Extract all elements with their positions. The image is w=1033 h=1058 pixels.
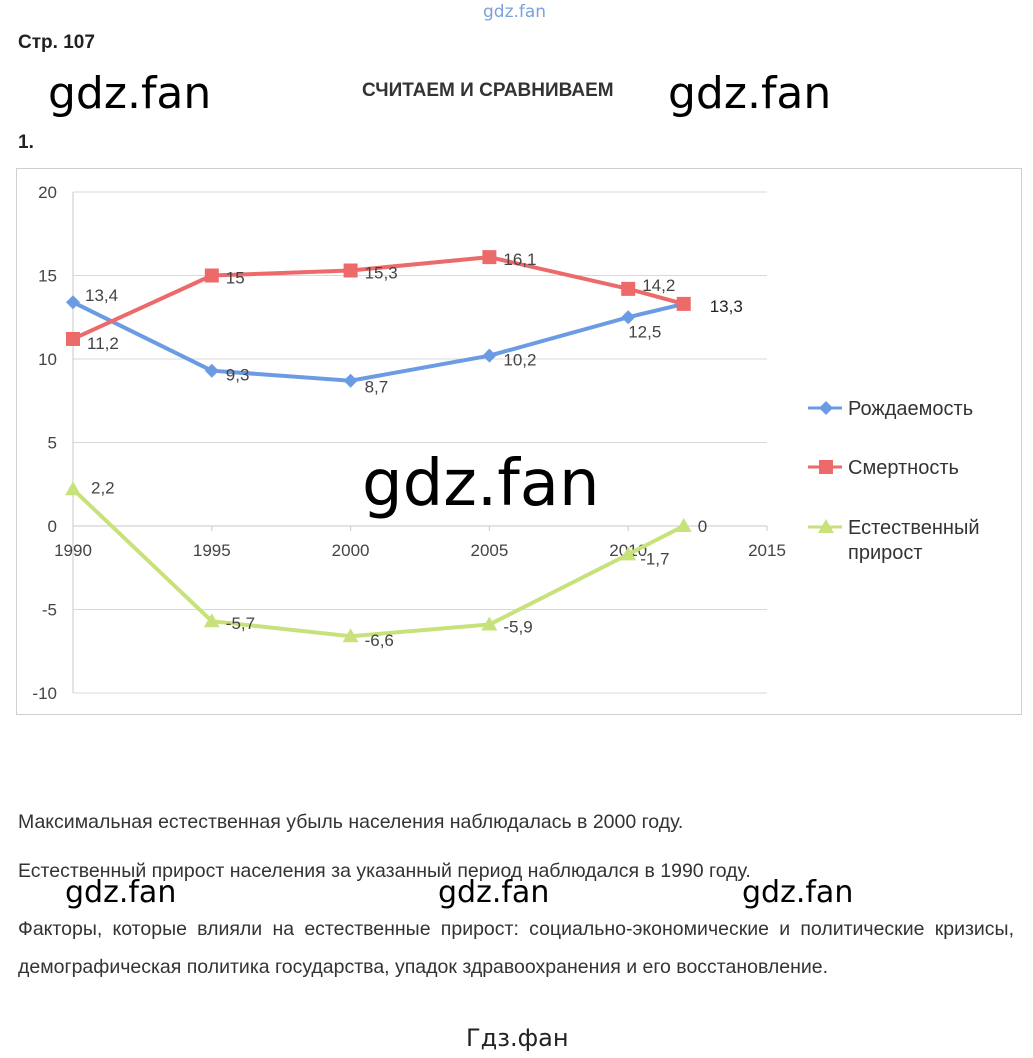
birth-rate-data-label: 9,3 bbox=[226, 366, 250, 385]
y-tick-label: 10 bbox=[38, 350, 57, 369]
task-number: 1. bbox=[18, 132, 34, 153]
y-tick-label: 15 bbox=[38, 267, 57, 286]
death-rate-point bbox=[204, 268, 219, 283]
natural-growth-point bbox=[342, 628, 359, 643]
footer-text: Гдз.фан bbox=[466, 1024, 569, 1052]
natural-growth-point bbox=[481, 616, 498, 631]
death-rate-legend-marker bbox=[819, 460, 833, 474]
x-tick-label: 2015 bbox=[748, 541, 786, 560]
death-rate-point bbox=[343, 263, 358, 278]
watermark: gdz.fan bbox=[362, 447, 600, 521]
y-tick-label: 5 bbox=[48, 434, 57, 453]
line-chart: 20151050-5-1019901995200020052010201513,… bbox=[32, 183, 980, 703]
birth-rate-data-label: 12,5 bbox=[628, 322, 661, 341]
x-tick-label: 2000 bbox=[332, 541, 370, 560]
answer-3: Факторы, которые влияли на естественные … bbox=[18, 918, 1014, 978]
y-tick-label: -10 bbox=[32, 684, 57, 703]
page-label: Стр. 107 bbox=[18, 32, 95, 53]
legend-label: Естественный bbox=[848, 517, 980, 539]
death-rate-data-label: 15,3 bbox=[365, 263, 398, 282]
birth-rate-data-label: 13,4 bbox=[85, 286, 118, 305]
birth-rate-data-label: 8,7 bbox=[365, 378, 389, 397]
legend-label: Рождаемость bbox=[848, 398, 973, 420]
death-rate-data-label: 11,2 bbox=[87, 334, 119, 353]
death-rate-data-label: 13,3 bbox=[710, 297, 743, 316]
birth-rate-point bbox=[343, 373, 358, 388]
natural-growth-point bbox=[620, 546, 637, 561]
natural-growth-data-label: -1,7 bbox=[640, 549, 669, 568]
x-tick-label: 2005 bbox=[470, 541, 508, 560]
watermark: gdz.fan bbox=[742, 875, 854, 910]
watermark: gdz.fan bbox=[668, 68, 832, 119]
natural-growth-data-label: 2,2 bbox=[91, 478, 115, 497]
answer-1: Максимальная естественная убыль населени… bbox=[18, 811, 684, 833]
legend-label: Смертность bbox=[848, 457, 959, 479]
natural-growth-legend-marker bbox=[818, 519, 834, 533]
death-rate-point bbox=[621, 281, 636, 296]
death-rate-data-label: 16,1 bbox=[503, 250, 536, 269]
death-rate-line bbox=[72, 255, 685, 341]
y-tick-label: 0 bbox=[48, 517, 57, 536]
death-rate-point bbox=[676, 296, 691, 311]
watermark: gdz.fan bbox=[48, 68, 212, 119]
natural-growth-data-label: -5,9 bbox=[503, 618, 532, 637]
y-tick-label: 20 bbox=[38, 183, 57, 202]
birth-rate-point bbox=[621, 310, 636, 325]
legend-label: прирост bbox=[848, 542, 923, 564]
birth-rate-point bbox=[204, 363, 219, 378]
death-rate-point bbox=[66, 331, 80, 346]
watermark: gdz.fan bbox=[438, 875, 550, 910]
watermark: gdz.fan bbox=[65, 875, 177, 910]
death-rate-point bbox=[482, 250, 497, 265]
birth-rate-point bbox=[66, 295, 80, 310]
chart-frame bbox=[16, 168, 1022, 715]
natural-growth-point bbox=[203, 613, 220, 628]
natural-growth-point bbox=[675, 518, 692, 532]
natural-growth-data-label: 0 bbox=[698, 517, 707, 536]
natural-growth-point bbox=[65, 481, 81, 496]
natural-growth-data-label: -6,6 bbox=[365, 631, 394, 650]
watermark-top: gdz.fan bbox=[483, 2, 547, 22]
birth-rate-point bbox=[482, 348, 497, 363]
natural-growth-line bbox=[71, 487, 685, 639]
section-title: СЧИТАЕМ И СРАВНИВАЕМ bbox=[362, 80, 614, 101]
birth-rate-line bbox=[72, 300, 685, 383]
x-tick-label: 1990 bbox=[54, 541, 92, 560]
answer-2: Естественный прирост населения за указан… bbox=[18, 860, 751, 882]
y-tick-label: -5 bbox=[42, 601, 57, 620]
death-rate-data-label: 14,2 bbox=[642, 276, 675, 295]
birth-rate-data-label: 10,2 bbox=[503, 351, 536, 370]
natural-growth-data-label: -5,7 bbox=[226, 614, 255, 633]
death-rate-data-label: 15 bbox=[226, 269, 245, 288]
x-tick-label: 1995 bbox=[193, 541, 231, 560]
birth-rate-legend-marker bbox=[819, 401, 833, 415]
